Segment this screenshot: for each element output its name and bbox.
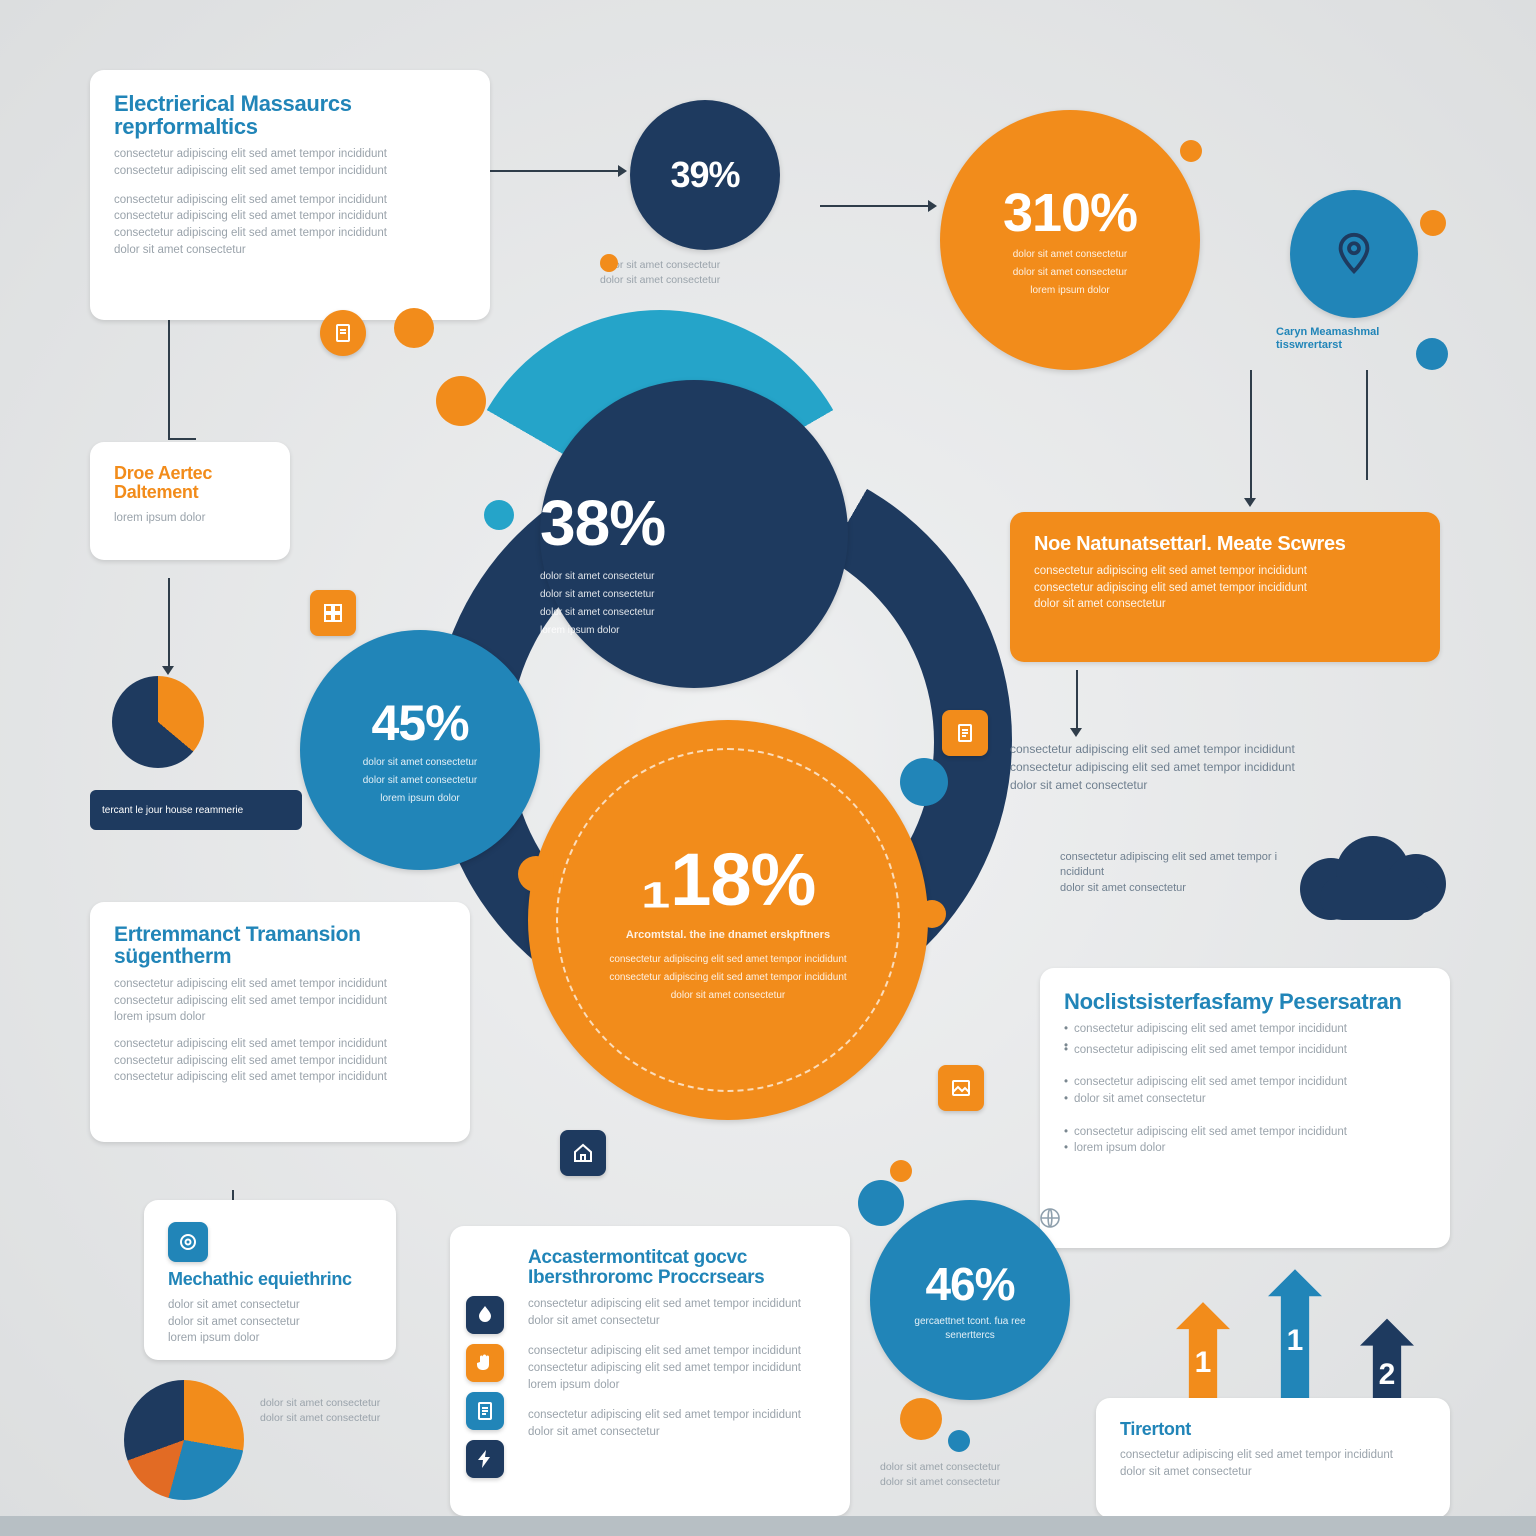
card-body: consectetur adipiscing elit sed amet tem… (114, 146, 466, 163)
stat-value: 45% (371, 694, 468, 752)
card-body: lorem ipsum dolor (114, 510, 266, 527)
hand-icon (466, 1344, 504, 1382)
stat-value: 39% (670, 154, 739, 196)
pin-icon (1331, 231, 1377, 277)
cloud-icon (1300, 830, 1450, 920)
card-title: Ertremmanct Tramansion sügentherm (114, 924, 446, 968)
text-block-right: consectetur adipiscing elit sed amet tem… (1010, 740, 1430, 794)
bolt-icon (466, 1440, 504, 1478)
pie-small (112, 676, 204, 768)
circle-45: 45% dolor sit amet consectetur dolor sit… (300, 630, 540, 870)
circle-38: 38% dolor sit amet consectetur dolor sit… (540, 380, 848, 688)
card-title: Droe Aertec Daltement (114, 464, 266, 502)
grid-icon (310, 590, 356, 636)
card-top-left: Electrierical Massaurcs reprformaltics c… (90, 70, 490, 320)
card-body: consectetur adipiscing elit sed amet tem… (114, 225, 466, 242)
circle-39-caption: dolor sit amet consectetur dolor sit ame… (600, 258, 810, 287)
gear-icon (168, 1222, 208, 1262)
card-title: Mechathic equiethrinc (168, 1270, 372, 1289)
doc-icon (320, 310, 366, 356)
infographic-stage: Electrierical Massaurcs reprformaltics c… (0, 0, 1536, 1536)
card-ertrem: Ertremmanct Tramansion sügentherm consec… (90, 902, 470, 1142)
card-tirertont: Tirertont consectetur adipiscing elit se… (1096, 1398, 1450, 1518)
circle-pin (1290, 190, 1418, 318)
circle-39: 39% (630, 100, 780, 250)
card-title: Tirertont (1120, 1420, 1426, 1439)
bottom-caption: dolor sit amet consectetur dolor sit ame… (880, 1460, 1080, 1489)
card-title: Accastermontitcat gocvc Ibersthroromc Pr… (528, 1248, 826, 1288)
stat-value: 38% (540, 486, 665, 560)
pie-small-label: tercant le jour house reammerie (90, 790, 302, 830)
image-icon (938, 1065, 984, 1111)
home-icon (560, 1130, 606, 1176)
cloud-caption: consectetur adipiscing elit sed amet tem… (1060, 850, 1280, 896)
drop-icon (466, 1296, 504, 1334)
card-accaster: Accastermontitcat gocvc Ibersthroromc Pr… (450, 1226, 850, 1516)
card-title: Noclistsisterfasfamy Pesersatran (1064, 990, 1426, 1013)
pie-large-caption: dolor sit amet consectetur dolor sit ame… (260, 1396, 430, 1425)
doc-icon (942, 710, 988, 756)
doc-icon (466, 1392, 504, 1430)
circle-310: 310% dolor sit amet consectetur dolor si… (940, 110, 1200, 370)
card-body: consectetur adipiscing elit sed amet tem… (114, 163, 466, 180)
card-title: Noe Natunatsettarl. Meate Scwres (1034, 534, 1416, 555)
card-body: consectetur adipiscing elit sed amet tem… (114, 208, 466, 225)
card-noclis: Noclistsisterfasfamy Pesersatran consect… (1040, 968, 1450, 1248)
stat-value: 310% (1003, 182, 1137, 244)
card-orange-right: Noe Natunatsettarl. Meate Scwres consect… (1010, 512, 1440, 662)
circle-pin-caption: Caryn Meamashmal tisswrertarst (1276, 326, 1436, 352)
globe-icon (1028, 1196, 1072, 1240)
pie-large (124, 1380, 244, 1500)
stat-value: 46% (925, 1257, 1014, 1311)
card-droe: Droe Aertec Daltement lorem ipsum dolor (90, 442, 290, 560)
card-mechathic: Mechathic equiethrinc dolor sit amet con… (144, 1200, 396, 1360)
card-title: Electrierical Massaurcs reprformaltics (114, 92, 466, 138)
card-body: dolor sit amet consectetur (114, 242, 466, 259)
card-body: consectetur adipiscing elit sed amet tem… (114, 192, 466, 209)
